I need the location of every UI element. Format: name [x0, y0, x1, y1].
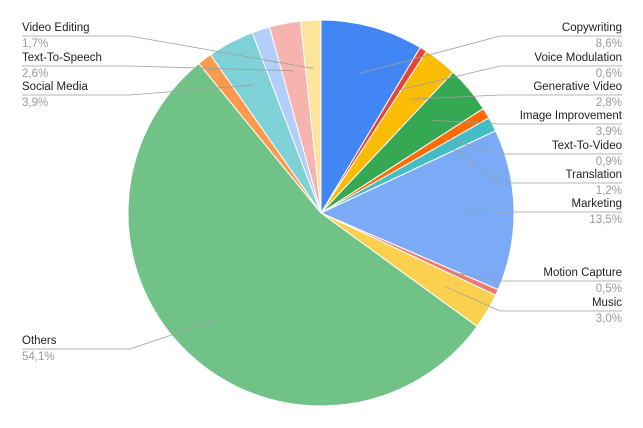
slice-value: 2,6% [22, 68, 48, 80]
slice-label: Music [592, 297, 622, 309]
slice-label: Voice Modulation [534, 52, 622, 64]
slice-value: 1,2% [596, 185, 622, 197]
leader-line [445, 286, 622, 312]
slice-value: 8,6% [596, 38, 622, 50]
pie-slice [320, 19, 421, 215]
slice-value: 13,5% [589, 214, 622, 226]
slice-value: 3,0% [596, 313, 622, 325]
leader-line [359, 35, 622, 74]
slice-value: 0,5% [596, 283, 622, 295]
slice-value: 54,1% [22, 351, 55, 363]
slice-label: Text-To-Video [552, 140, 622, 152]
leader-line [452, 272, 622, 282]
pie-slice [319, 130, 515, 291]
slice-label: Generative Video [533, 81, 622, 93]
leader-line [432, 119, 622, 125]
leader-line [22, 317, 222, 350]
leader-line [397, 65, 622, 91]
slice-label: Motion Capture [543, 267, 622, 279]
leader-line [410, 94, 622, 100]
slice-label: Image Improvement [520, 110, 623, 122]
slice-label: Marketing [572, 198, 623, 210]
slice-value: 0,6% [596, 68, 622, 80]
slice-value: 2,8% [596, 97, 622, 109]
leader-line [465, 210, 622, 213]
leader-line [22, 65, 294, 72]
slice-label: Social Media [22, 81, 88, 93]
slice-label: Copywriting [562, 22, 622, 34]
slice-label: Translation [566, 169, 622, 181]
leader-line [22, 84, 254, 96]
pie-slice [299, 19, 322, 214]
slice-label: Text-To-Speech [22, 52, 102, 64]
leader-line [444, 137, 622, 155]
slice-value: 3,9% [22, 97, 48, 109]
leader-line [22, 35, 314, 69]
leader-line [449, 146, 622, 184]
slice-value: 1,7% [22, 38, 48, 50]
slice-label: Others [22, 335, 57, 347]
slice-value: 3,9% [596, 126, 622, 138]
slice-value: 0,9% [596, 156, 622, 168]
slice-label: Video Editing [22, 22, 90, 34]
